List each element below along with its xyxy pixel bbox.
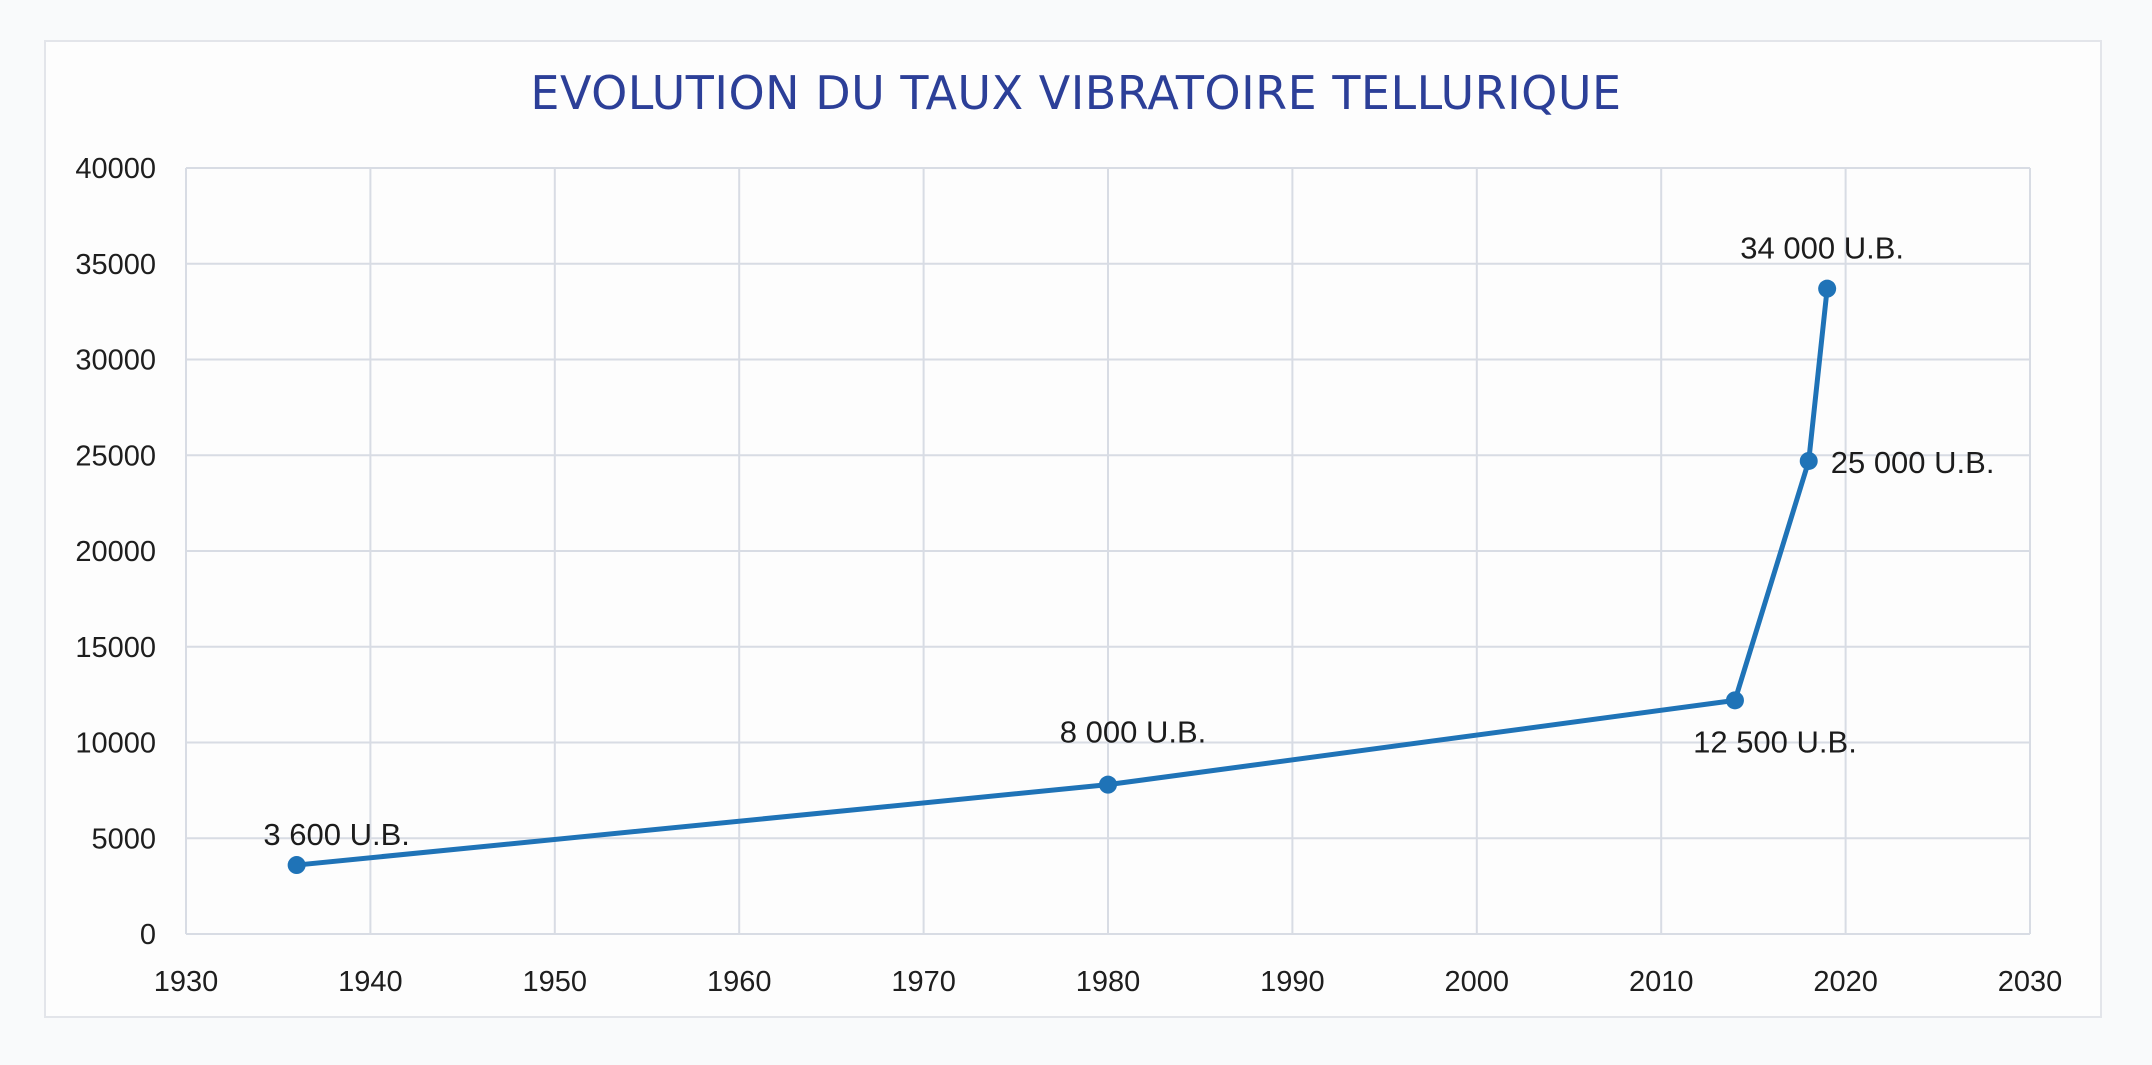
- y-tick-label: 5000: [91, 823, 156, 855]
- x-tick-label: 1960: [707, 966, 772, 998]
- data-point-marker: [1818, 279, 1837, 298]
- y-tick-label: 15000: [75, 632, 156, 664]
- y-axis-ticks: 0 5000 10000 15000 20000 25000 30000 35000 40000: [75, 153, 156, 951]
- data-label: 12 500 U.B.: [1693, 724, 1857, 759]
- y-tick-label: 40000: [75, 153, 156, 185]
- grid-lines: [185, 167, 2031, 935]
- data-label: 3 600 U.B.: [263, 817, 409, 852]
- data-point-marker: [1099, 775, 1117, 794]
- x-tick-label: 2000: [1445, 966, 1510, 998]
- x-tick-label: 2030: [1998, 966, 2063, 998]
- y-tick-label: 0: [140, 919, 156, 951]
- x-axis-ticks: 1930 1940 1950 1960 1970 1980 1990 2000 2010 2020…: [154, 966, 2063, 998]
- x-tick-label: 1950: [523, 966, 588, 998]
- y-tick-label: 25000: [75, 440, 156, 472]
- data-point-marker: [287, 856, 306, 875]
- x-tick-label: 2020: [1813, 966, 1878, 998]
- x-tick-label: 1930: [154, 966, 219, 998]
- data-labels: 3 600 U.B. 8 000 U.B. 12 500 U.B. 25 000 U.…: [263, 231, 1994, 852]
- series-polyline: [296, 288, 1830, 868]
- data-label: 8 000 U.B.: [1060, 715, 1206, 750]
- y-tick-label: 35000: [75, 249, 156, 281]
- y-tick-label: 10000: [75, 728, 156, 760]
- data-label: 34 000 U.B.: [1740, 231, 1904, 266]
- data-point-marker: [1799, 451, 1818, 470]
- data-label: 25 000 U.B.: [1831, 445, 1995, 480]
- x-tick-label: 1940: [338, 966, 403, 998]
- x-tick-label: 2010: [1629, 966, 1694, 998]
- data-point-marker: [1725, 691, 1744, 710]
- y-tick-label: 30000: [75, 345, 156, 377]
- chart-title: EVOLUTION DU TAUX VIBRATOIRE TELLURIQUE: [530, 66, 1622, 120]
- x-tick-label: 1970: [891, 966, 956, 998]
- x-tick-label: 1980: [1076, 966, 1141, 998]
- x-tick-label: 1990: [1260, 966, 1325, 998]
- y-tick-label: 20000: [75, 536, 156, 568]
- series-line: [287, 279, 1837, 875]
